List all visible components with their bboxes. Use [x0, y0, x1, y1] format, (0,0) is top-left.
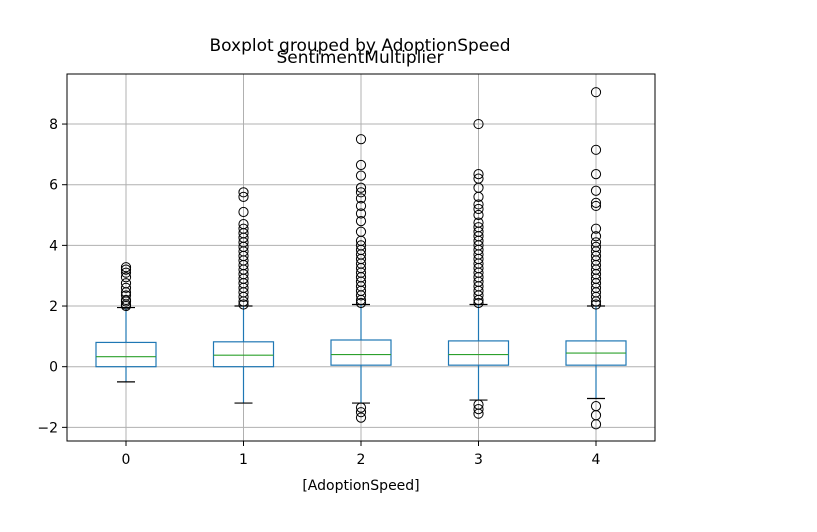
outlier-point [120, 290, 132, 301]
x-tick-label: 0 [122, 452, 131, 468]
outlier-point [355, 200, 367, 212]
outlier-point [355, 182, 367, 193]
outlier-point [120, 267, 132, 278]
x-tick-label: 3 [474, 452, 483, 468]
outlier-point [590, 419, 602, 430]
outlier-point [238, 299, 249, 310]
y-tick-label: 8 [49, 117, 58, 133]
iqr-box [212, 341, 275, 368]
plot-frame [66, 73, 656, 442]
outlier-point [355, 208, 367, 219]
outlier-point [590, 237, 602, 248]
outlier-point [473, 408, 484, 419]
outlier-point [355, 240, 367, 251]
outlier-point [355, 297, 367, 309]
y-tick-label: 4 [49, 238, 58, 254]
outlier-point [473, 118, 484, 130]
outlier-point [238, 219, 249, 230]
outlier-point [590, 87, 602, 98]
iqr-box [330, 339, 392, 366]
outlier-point [590, 231, 602, 242]
outlier-point [355, 407, 367, 418]
y-tick-label: 0 [49, 360, 58, 376]
outlier-point [590, 223, 602, 234]
outlier-point [355, 193, 367, 204]
outlier-point [590, 197, 602, 209]
x-tick-label: 4 [592, 452, 601, 468]
outlier-point [238, 191, 249, 202]
outlier-point [120, 294, 132, 306]
outlier-point [590, 144, 602, 155]
outlier-point [590, 241, 602, 252]
outlier-point [590, 200, 602, 212]
outlier-point [120, 262, 132, 273]
outlier-point [473, 209, 484, 221]
outlier-point [120, 272, 132, 283]
outlier-point [590, 185, 602, 196]
outlier-point [473, 222, 484, 233]
outlier-point [590, 299, 602, 310]
outlier-point [355, 159, 367, 171]
outlier-point [473, 173, 484, 184]
outlier-point [590, 168, 602, 180]
outlier-point [355, 187, 367, 198]
outlier-point [473, 168, 484, 180]
outlier-point [238, 206, 249, 218]
iqr-box [447, 340, 510, 366]
x-tick-label: 1 [239, 452, 248, 468]
outlier-point [355, 412, 367, 423]
y-tick-label: −2 [37, 420, 58, 436]
outlier-point [355, 134, 367, 145]
outlier-point [120, 264, 132, 275]
outlier-point [473, 217, 484, 228]
outlier-point [355, 226, 367, 237]
iqr-box [95, 341, 157, 368]
outlier-point [238, 187, 249, 198]
outlier-point [355, 216, 367, 227]
outlier-point [473, 297, 484, 309]
x-tick-label: 2 [357, 452, 366, 468]
outlier-point [473, 203, 484, 215]
chart-title: Boxplot grouped by AdoptionSpeed [209, 36, 510, 56]
outlier-point [238, 223, 249, 234]
chart-subtitle: SentimentMultiplier [276, 48, 443, 68]
tick-layer: −2 0 2 4 6 8 0 1 2 3 4 [37, 117, 600, 468]
x-axis-label: [AdoptionSpeed] [302, 478, 419, 494]
box-layer [95, 87, 627, 430]
outlier-point [473, 199, 484, 210]
outlier-point [473, 404, 484, 415]
outlier-point [355, 170, 367, 181]
outlier-point [355, 402, 367, 413]
outlier-point [120, 282, 132, 293]
outlier-point [120, 278, 132, 289]
y-tick-label: 2 [49, 299, 58, 315]
y-tick-label: 6 [49, 178, 58, 194]
